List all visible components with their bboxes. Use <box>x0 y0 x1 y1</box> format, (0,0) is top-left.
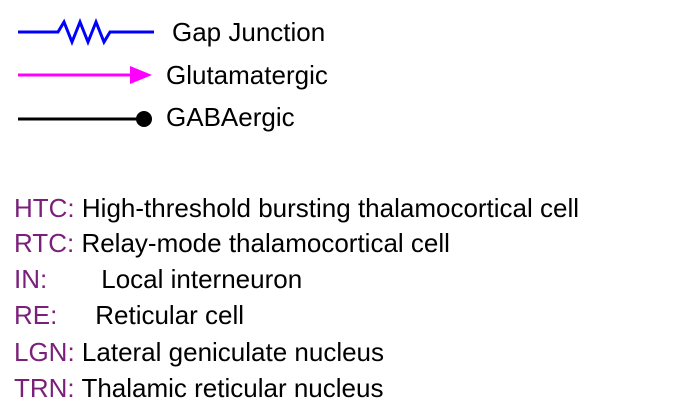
abbreviation-row-rtc: RTC: Relay-mode thalamocortical cell <box>14 228 450 258</box>
gabaergic-dot-icon <box>18 111 152 127</box>
abbreviation-key: RTC: <box>14 228 75 258</box>
abbreviation-definition: High-threshold bursting thalamocortical … <box>81 193 580 223</box>
abbreviation-definition: Reticular cell <box>95 300 245 330</box>
legend-row-gap-junction: Gap Junction <box>0 14 676 54</box>
abbreviation-definition: Thalamic reticular nucleus <box>81 373 384 403</box>
glutamatergic-arrow-icon <box>18 66 152 84</box>
abbreviation-row-lgn: LGN: Lateral geniculate nucleus <box>14 337 384 367</box>
legend-row-glutamatergic: Glutamatergic <box>0 56 676 96</box>
abbreviation-definition: Lateral geniculate nucleus <box>81 337 385 367</box>
abbreviation-row-in: IN: Local interneuron <box>14 264 302 294</box>
abbreviation-row-trn: TRN: Thalamic reticular nucleus <box>14 373 383 403</box>
legend-label-glutamatergic: Glutamatergic <box>166 60 328 90</box>
abbreviation-definition: Relay-mode thalamocortical cell <box>81 228 450 258</box>
abbreviation-key: IN: <box>14 264 48 294</box>
abbreviation-key: LGN: <box>14 337 75 367</box>
abbreviation-key: TRN: <box>14 373 75 403</box>
abbreviation-key: HTC: <box>14 193 75 223</box>
legend-row-gabaergic: GABAergic <box>0 98 676 138</box>
abbreviation-row-re: RE: Reticular cell <box>14 300 244 330</box>
abbreviation-key: RE: <box>14 300 58 330</box>
abbreviation-row-htc: HTC: High-threshold bursting thalamocort… <box>14 193 579 223</box>
legend-label-gap-junction: Gap Junction <box>172 17 326 47</box>
legend-label-gabaergic: GABAergic <box>166 102 295 132</box>
gap-junction-zigzag-icon <box>18 17 154 47</box>
abbreviation-definition: Local interneuron <box>101 264 303 294</box>
